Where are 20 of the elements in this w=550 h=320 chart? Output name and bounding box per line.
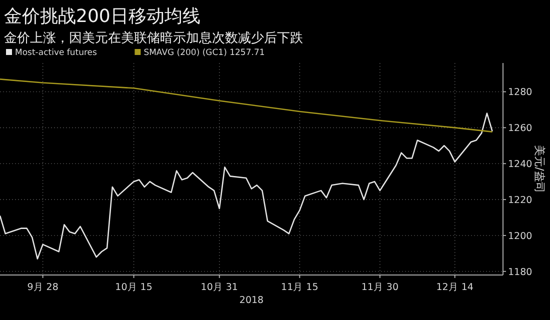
y-tick-label: 1280 bbox=[508, 87, 532, 98]
y-tick-label: 1240 bbox=[508, 159, 532, 170]
legend-label: SMAVG (200) (GC1) 1257.71 bbox=[144, 48, 265, 58]
y-axis-title: 美元/盎司 bbox=[533, 145, 546, 193]
y-tick-label: 1200 bbox=[508, 230, 532, 242]
x-tick-label: 10月 31 bbox=[200, 282, 238, 293]
y-tick-label: 1180 bbox=[508, 266, 532, 278]
line-series bbox=[0, 112, 493, 260]
x-tick-label: 11月 15 bbox=[281, 282, 318, 293]
chart-subtitle: 金价上涨，因美元在美联储暗示加息次数减少后下跌 bbox=[4, 30, 303, 46]
legend-label: Most-active futures bbox=[15, 48, 98, 58]
x-tick-label: 11月 30 bbox=[361, 282, 399, 293]
x-axis-title: 2018 bbox=[239, 295, 264, 306]
x-tick-label: 12月 14 bbox=[436, 282, 474, 293]
line-series bbox=[0, 78, 493, 132]
x-tick-label: 10月 15 bbox=[115, 282, 152, 293]
x-tick-label: 9月 28 bbox=[27, 282, 58, 293]
y-tick-label: 1260 bbox=[508, 123, 532, 134]
chart-title: 金价挑战200日移动均线 bbox=[4, 6, 200, 27]
y-tick-label: 1220 bbox=[508, 195, 532, 206]
